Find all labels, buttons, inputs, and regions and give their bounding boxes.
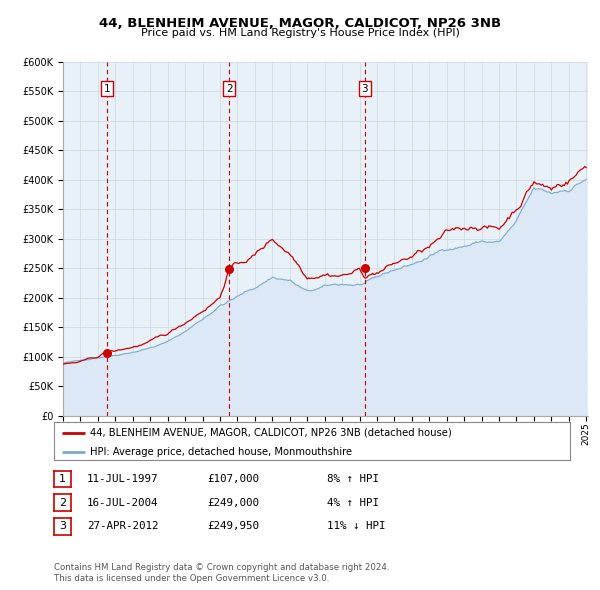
- Text: 1: 1: [104, 84, 110, 93]
- Text: 2: 2: [226, 84, 233, 93]
- Text: 44, BLENHEIM AVENUE, MAGOR, CALDICOT, NP26 3NB: 44, BLENHEIM AVENUE, MAGOR, CALDICOT, NP…: [99, 17, 501, 30]
- Text: 16-JUL-2004: 16-JUL-2004: [87, 498, 158, 507]
- Text: 8% ↑ HPI: 8% ↑ HPI: [327, 474, 379, 484]
- Text: 3: 3: [59, 522, 66, 531]
- Text: 2: 2: [59, 498, 66, 507]
- Text: 44, BLENHEIM AVENUE, MAGOR, CALDICOT, NP26 3NB (detached house): 44, BLENHEIM AVENUE, MAGOR, CALDICOT, NP…: [90, 428, 452, 438]
- Text: Price paid vs. HM Land Registry's House Price Index (HPI): Price paid vs. HM Land Registry's House …: [140, 28, 460, 38]
- Text: Contains HM Land Registry data © Crown copyright and database right 2024.: Contains HM Land Registry data © Crown c…: [54, 563, 389, 572]
- Text: 1: 1: [59, 474, 66, 484]
- Text: 3: 3: [362, 84, 368, 93]
- Text: 4% ↑ HPI: 4% ↑ HPI: [327, 498, 379, 507]
- Text: £249,950: £249,950: [207, 522, 259, 531]
- Text: This data is licensed under the Open Government Licence v3.0.: This data is licensed under the Open Gov…: [54, 574, 329, 583]
- Text: 27-APR-2012: 27-APR-2012: [87, 522, 158, 531]
- Text: £107,000: £107,000: [207, 474, 259, 484]
- Text: 11% ↓ HPI: 11% ↓ HPI: [327, 522, 386, 531]
- Text: £249,000: £249,000: [207, 498, 259, 507]
- Text: HPI: Average price, detached house, Monmouthshire: HPI: Average price, detached house, Monm…: [90, 447, 352, 457]
- Text: 11-JUL-1997: 11-JUL-1997: [87, 474, 158, 484]
